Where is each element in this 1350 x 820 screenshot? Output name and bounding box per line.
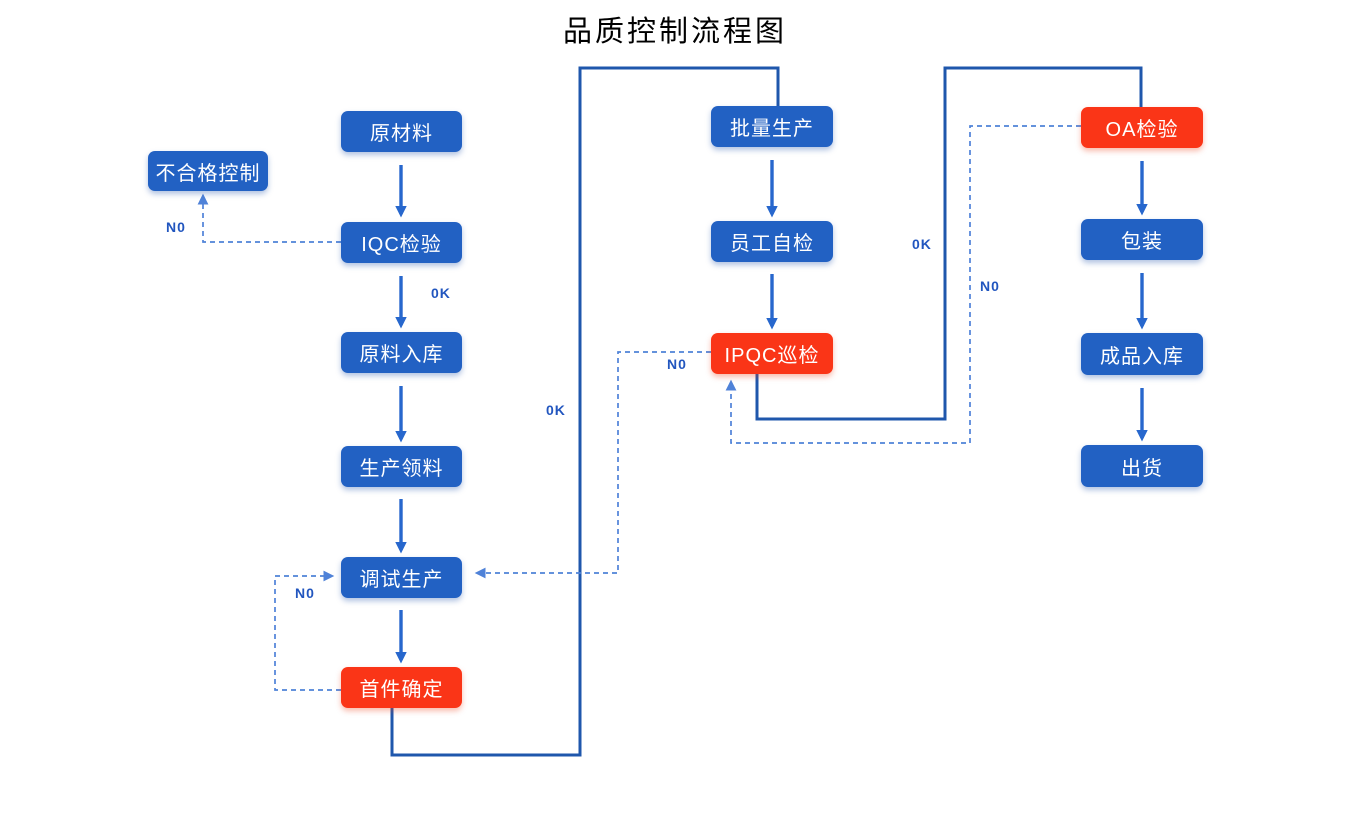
node-ipqc-patrol: IPQC巡检 [711,333,833,374]
edge-label-n0: N0 [980,278,1000,294]
node-shipment: 出货 [1081,445,1203,487]
connector-iqc-no-to-unqualified-control [197,193,341,243]
node-oa-inspection: OA检验 [1081,107,1203,148]
node-raw-material-storage: 原料入库 [341,332,462,373]
node-finished-goods-storage: 成品入库 [1081,333,1203,375]
edge-label-0k: 0K [546,402,566,418]
connector-ipqc-no-to-debug [474,351,711,579]
node-production-picking: 生产领料 [341,446,462,487]
page-title: 品质控制流程图 [562,16,787,48]
edge-label-0k: 0K [912,236,932,252]
connector-first-article-no-to-debug [274,570,341,691]
node-mass-production: 批量生产 [711,106,833,147]
connector-first-article-to-mass-production [390,66,780,757]
edge-label-n0: N0 [667,356,687,372]
node-unqualified-control: 不合格控制 [148,151,268,191]
node-raw-material: 原材料 [341,111,462,152]
edge-label-0k: 0K [431,285,451,301]
edge-label-n0: N0 [295,585,315,601]
node-first-article-confirm: 首件确定 [341,667,462,708]
node-debug-production: 调试生产 [341,557,462,598]
edge-label-n0: N0 [166,219,186,235]
connector-oa-no-to-ipqc [725,125,1081,444]
node-employee-self-check: 员工自检 [711,221,833,262]
node-packaging: 包装 [1081,219,1203,260]
node-iqc-inspection: IQC检验 [341,222,462,263]
connector-ipqc-to-oa-inspection [755,66,1143,421]
